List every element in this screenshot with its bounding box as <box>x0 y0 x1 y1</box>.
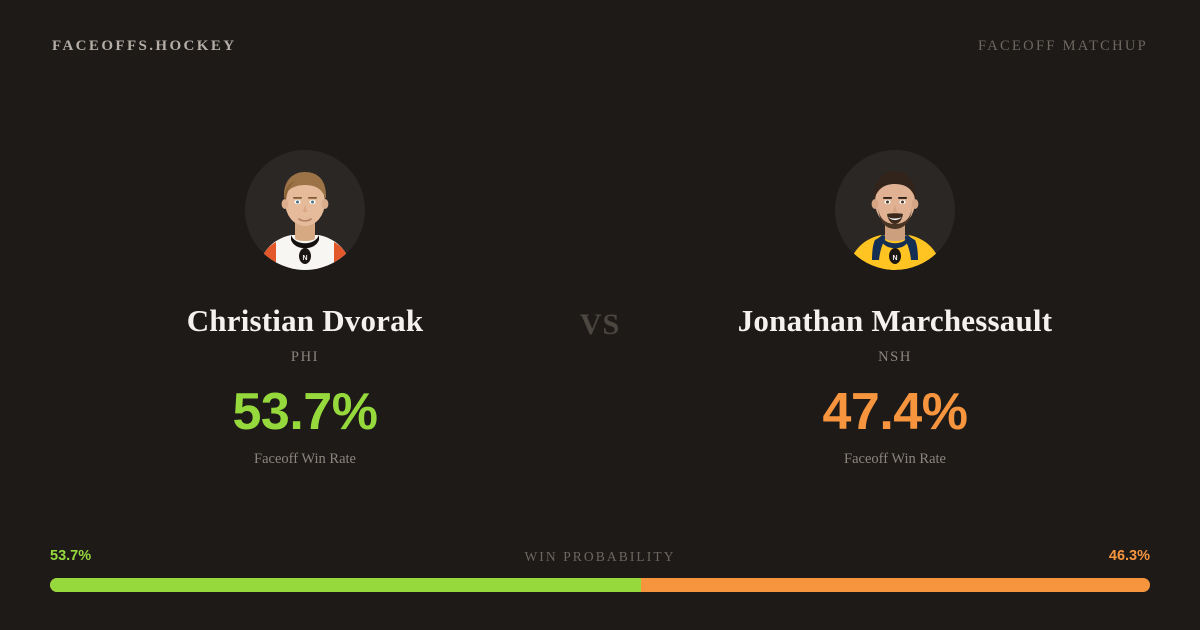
win-probability-bar <box>50 578 1150 592</box>
matchup-section: N <box>0 150 1200 468</box>
header: FACEOFFS.HOCKEY FACEOFF MATCHUP <box>0 0 1200 92</box>
vs-divider: VS <box>579 308 621 341</box>
win-probability-title: WIN PROBABILITY <box>524 549 676 564</box>
player-team-right: NSH <box>878 349 912 366</box>
player-name-right: Jonathan Marchessault <box>737 303 1053 338</box>
win-probability-left-value: 53.7% <box>50 548 92 564</box>
win-probability-right-value: 46.3% <box>1108 548 1150 564</box>
win-probability-labels: 53.7% WIN PROBABILITY 46.3% <box>50 548 1150 568</box>
player-headshot-nsh-icon: N <box>835 150 955 270</box>
player-faceoff-pct-right: 47.4% <box>822 383 968 442</box>
player-stat-label-right: Faceoff Win Rate <box>844 451 946 468</box>
player-card-left: N <box>70 150 540 468</box>
player-faceoff-pct-left: 53.7% <box>232 383 378 442</box>
player-headshot-phi-icon: N <box>245 150 365 270</box>
player-team-left: PHI <box>290 349 320 366</box>
player-card-right: N <box>660 150 1130 468</box>
site-brand: FACEOFFS.HOCKEY <box>52 37 237 54</box>
header-tag: FACEOFF MATCHUP <box>977 37 1148 54</box>
player-name-left: Christian Dvorak <box>186 303 424 338</box>
win-probability-section: 53.7% WIN PROBABILITY 46.3% <box>50 548 1150 592</box>
svg-text:N: N <box>892 255 897 262</box>
svg-text:N: N <box>302 255 307 262</box>
player-stat-label-left: Faceoff Win Rate <box>254 451 356 468</box>
win-probability-bar-left-fill <box>50 578 641 592</box>
